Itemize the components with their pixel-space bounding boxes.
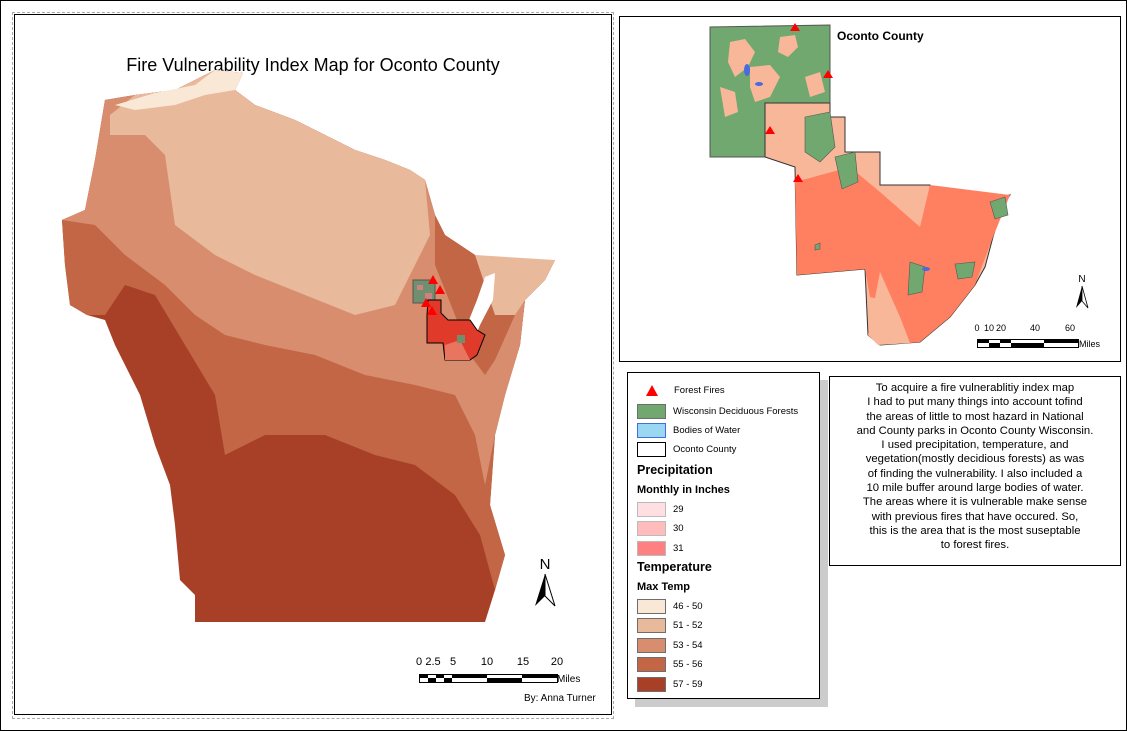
temperature-subheading: Max Temp — [637, 581, 690, 593]
scale-bar-inset: 0 10 20 40 60 Miles — [974, 323, 1101, 349]
scale-bar-graphic — [419, 674, 558, 683]
precipitation-heading: Precipitation — [637, 463, 713, 477]
north-arrow-icon — [1076, 285, 1089, 309]
legend-item-deciduous-forests: Wisconsin Deciduous Forests — [637, 404, 798, 419]
north-arrow-main: N — [533, 557, 557, 613]
oconto-county-detail-map — [709, 23, 1012, 346]
north-arrow-icon — [535, 573, 556, 607]
north-arrow-inset: N — [1075, 275, 1089, 314]
legend-item-water: Bodies of Water — [637, 423, 740, 438]
scale-bar-graphic — [977, 339, 1079, 348]
legend-item-forest-fires: Forest Fires — [637, 385, 725, 396]
legend: Forest Fires Wisconsin Deciduous Forests… — [627, 372, 820, 699]
temperature-heading: Temperature — [637, 560, 712, 574]
legend-temp-55-56: 55 - 56 — [637, 657, 703, 672]
inset-map-title: Oconto County — [837, 29, 924, 43]
legend-temp-46-50: 46 - 50 — [637, 599, 703, 614]
scale-bar-main: 0 2.5 5 10 15 20 Miles — [415, 656, 581, 685]
author-credit: By: Anna Turner — [524, 693, 596, 704]
forest-swatch — [637, 404, 666, 419]
water-swatch — [637, 423, 666, 438]
main-map-frame: Fire Vulnerability Index Map for Oconto … — [14, 14, 612, 715]
legend-precip-31: 31 — [637, 541, 684, 556]
precipitation-subheading: Monthly in Inches — [637, 484, 730, 496]
fire-triangle-icon — [646, 385, 658, 396]
legend-temp-51-52: 51 - 52 — [637, 618, 703, 633]
legend-temp-53-54: 53 - 54 — [637, 638, 703, 653]
wisconsin-temperature-map — [62, 70, 555, 622]
legend-temp-57-59: 57 - 59 — [637, 677, 703, 692]
data-frame-outline — [12, 12, 614, 719]
legend-precip-30: 30 — [637, 521, 684, 536]
description-text-box: To acquire a fire vulnerablitiy index ma… — [829, 376, 1121, 566]
legend-item-oconto-county: Oconto County — [637, 442, 736, 457]
map-title: Fire Vulnerability Index Map for Oconto … — [126, 55, 500, 75]
oconto-county-highlight — [412, 279, 486, 361]
legend-precip-29: 29 — [637, 502, 684, 517]
inset-map-frame: Oconto County — [619, 16, 1121, 362]
county-outline-swatch — [637, 442, 666, 457]
